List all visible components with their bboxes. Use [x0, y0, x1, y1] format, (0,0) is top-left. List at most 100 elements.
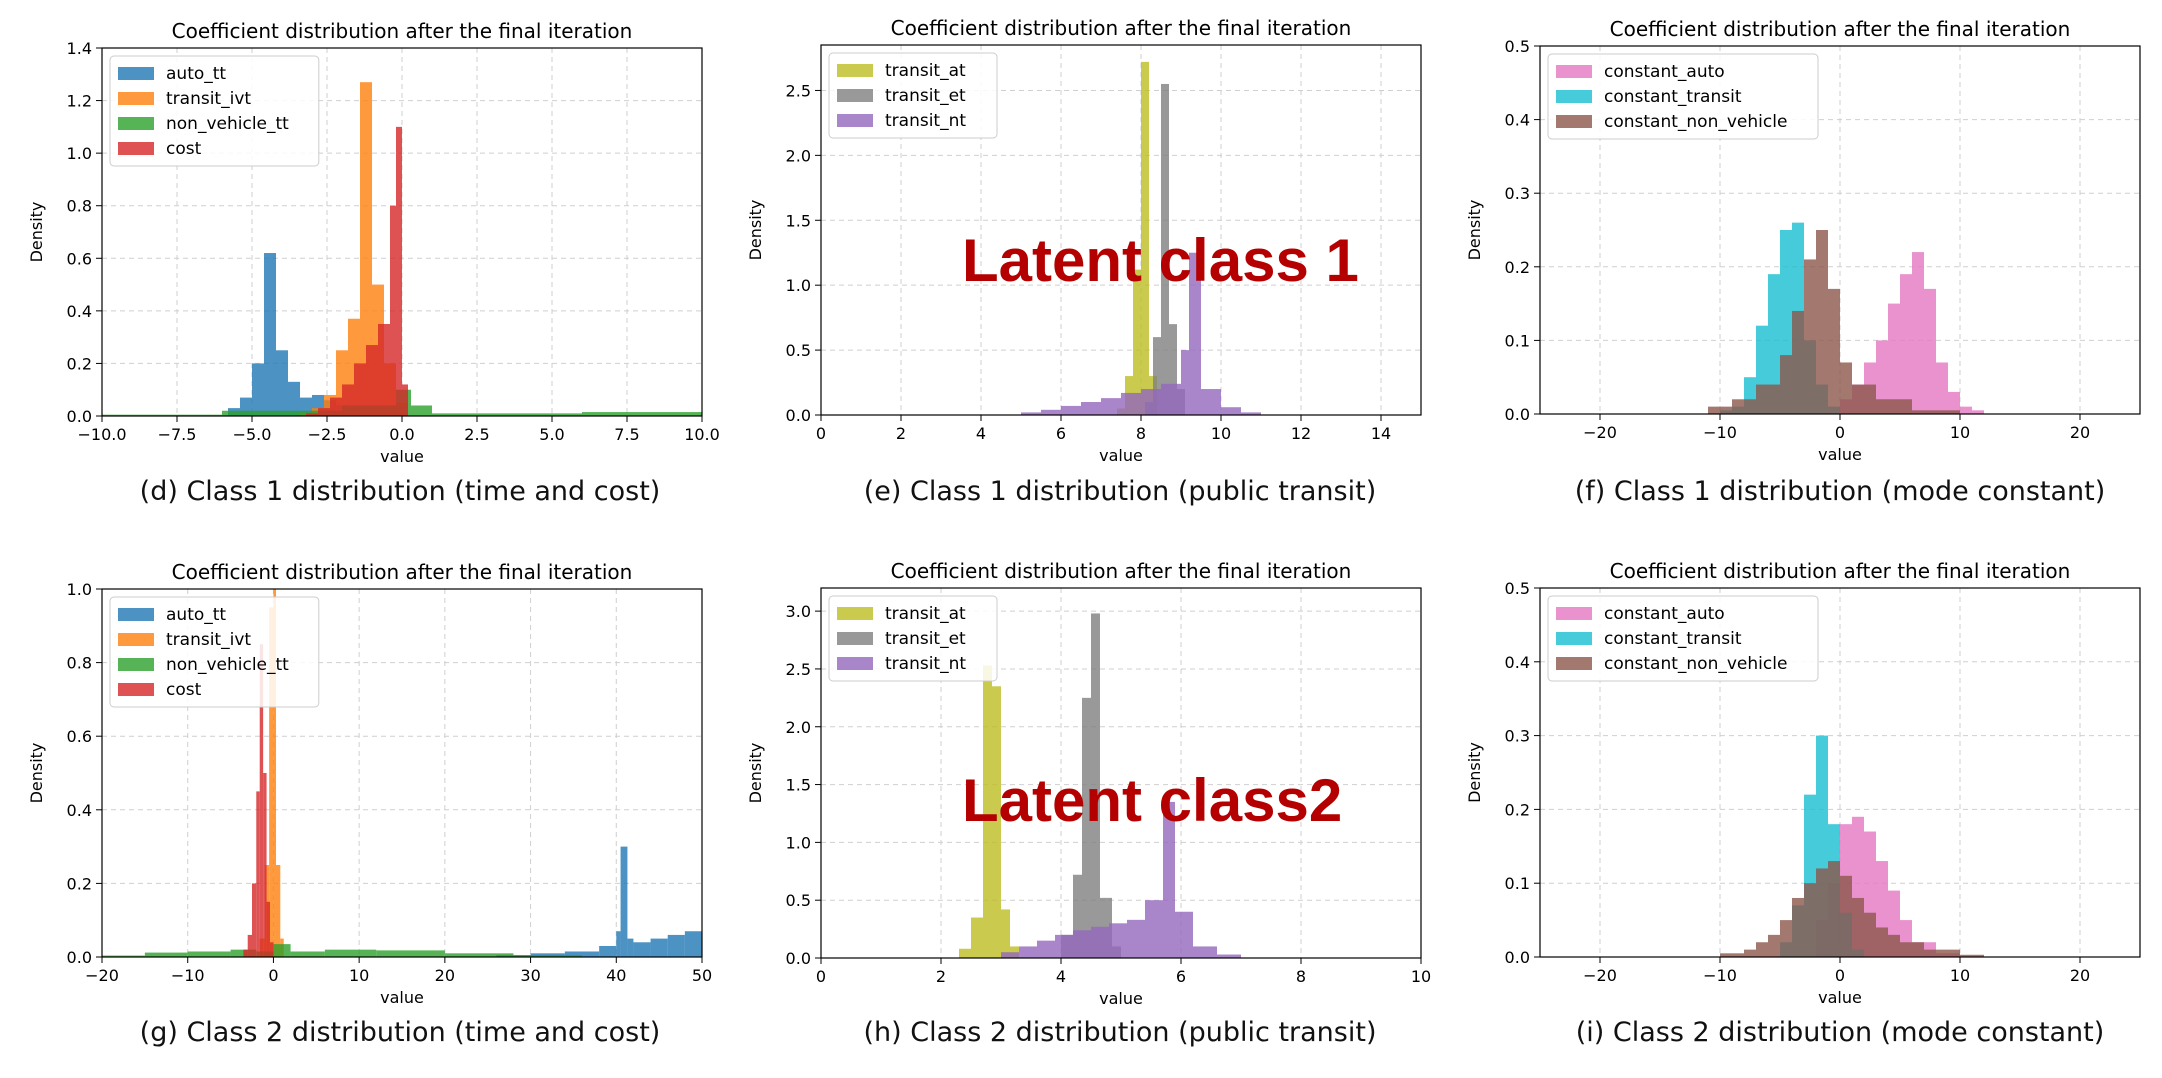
histogram-bar	[276, 350, 288, 416]
histogram-bar	[1153, 337, 1161, 415]
legend-swatch	[118, 658, 154, 671]
histogram-bar	[1109, 923, 1127, 958]
x-axis-label: value	[1099, 989, 1143, 1008]
x-tick-label: 20	[2070, 423, 2090, 442]
y-tick-label: 0.4	[67, 302, 92, 321]
histogram-bar	[1876, 399, 1912, 414]
y-tick-label: 1.5	[786, 211, 811, 230]
y-axis-label: Density	[746, 743, 765, 804]
histogram-bar	[1019, 946, 1037, 958]
legend-label: constant_auto	[1604, 604, 1725, 624]
x-tick-label: −10	[1703, 423, 1737, 442]
histogram-bar	[1001, 952, 1019, 958]
x-axis-label: value	[1099, 446, 1143, 465]
x-tick-label: −20	[1583, 423, 1617, 442]
legend-swatch	[837, 64, 873, 77]
histogram-bar	[1816, 230, 1828, 414]
histogram-bar	[247, 934, 252, 957]
histogram-bar	[582, 412, 702, 416]
histogram-bar	[564, 951, 600, 957]
legend: transit_at transit_et transit_nt	[828, 595, 998, 682]
histogram-bar	[102, 414, 222, 416]
histogram-bar	[1840, 875, 1852, 957]
y-tick-label: 0.0	[67, 948, 92, 967]
histogram-bar	[1912, 252, 1924, 414]
legend-swatch	[837, 114, 873, 127]
histogram-bar	[1924, 288, 1936, 414]
x-axis-label: value	[1818, 988, 1862, 1007]
histogram-bar	[1241, 412, 1261, 415]
legend-swatch	[1556, 632, 1592, 645]
histogram-bar	[376, 950, 445, 957]
histogram-bar	[102, 955, 145, 957]
histogram-bar	[1181, 350, 1189, 415]
caption-g: (g) Class 2 distribution (time and cost)	[139, 1017, 661, 1048]
y-tick-label: 0.2	[67, 874, 92, 893]
histogram-bar	[354, 363, 366, 416]
x-tick-label: −7.5	[158, 425, 197, 444]
histogram-bar	[1201, 389, 1221, 415]
histogram-bar	[144, 952, 188, 957]
histogram-bar	[306, 413, 318, 416]
x-tick-label: 2	[896, 424, 906, 443]
y-tick-label: 0.4	[67, 801, 92, 820]
histogram-bar	[330, 397, 342, 416]
histogram-bar	[1073, 874, 1082, 958]
legend-swatch	[837, 89, 873, 102]
y-tick-label: 2.0	[786, 718, 811, 737]
y-tick-label: 0.4	[1505, 111, 1530, 130]
histogram-bar	[444, 953, 514, 957]
x-tick-label: −20	[85, 966, 119, 985]
histogram-bar	[266, 901, 270, 957]
histogram-bar	[1161, 83, 1169, 415]
histogram-bar	[1816, 868, 1828, 957]
x-tick-label: 6	[1176, 967, 1186, 986]
histogram-bar	[243, 949, 248, 957]
chart-title: Coefficient distribution after the final…	[172, 560, 633, 584]
chart-panel-4: −20 −10 0 10 20 30 40 50 0.0 0.2 0.4 0.6 0.8 1.0 Coeff…	[27, 560, 712, 1007]
x-tick-label: 10	[1950, 966, 1970, 985]
x-tick-label: 5.0	[539, 425, 564, 444]
histogram-bar	[1864, 912, 1876, 957]
histogram-bar	[1912, 410, 1960, 414]
x-tick-label: 30	[520, 966, 540, 985]
y-tick-label: 0.8	[67, 654, 92, 673]
histogram-bar	[983, 665, 992, 958]
histogram-bar	[1852, 384, 1876, 414]
histogram-bar	[273, 589, 276, 957]
histogram-bar	[1852, 897, 1864, 957]
histogram-bar	[1804, 259, 1816, 414]
y-tick-label: 1.0	[67, 580, 92, 599]
latent-class-2-label: Latent class2	[962, 767, 1343, 834]
y-tick-label: 3.0	[786, 602, 811, 621]
histogram-bar	[187, 951, 231, 957]
legend-swatch	[1556, 607, 1592, 620]
x-tick-label: 10	[349, 966, 369, 985]
histogram-bar	[1217, 954, 1241, 958]
histogram-bar	[620, 846, 628, 957]
x-tick-label: 50	[692, 966, 712, 985]
histogram-bar	[1840, 362, 1852, 414]
y-tick-label: 0.6	[67, 249, 92, 268]
x-axis-label: value	[380, 988, 424, 1007]
histogram-bars	[102, 82, 702, 416]
y-tick-label: 2.0	[786, 146, 811, 165]
x-tick-label: 10	[1950, 423, 1970, 442]
histogram-bar	[263, 773, 267, 957]
caption-i: (i) Class 2 distribution (mode constant)	[1575, 1017, 2105, 1048]
x-tick-label: 8	[1136, 424, 1146, 443]
x-tick-label: 2.5	[464, 425, 489, 444]
plot-frame	[820, 44, 1422, 416]
y-tick-label: 0.0	[1505, 405, 1530, 424]
y-tick-label: 0.1	[1505, 331, 1530, 350]
histogram-bar	[513, 955, 582, 957]
y-tick-label: 0.2	[1505, 800, 1530, 819]
x-tick-label: 4	[976, 424, 986, 443]
histogram-bars	[1720, 735, 1984, 957]
histogram-bar	[378, 324, 390, 416]
histogram-bar	[256, 791, 260, 957]
y-tick-label: 2.5	[786, 81, 811, 100]
legend-label: transit_nt	[885, 654, 966, 674]
histogram-bar	[959, 948, 971, 958]
histogram-bar	[269, 607, 274, 957]
